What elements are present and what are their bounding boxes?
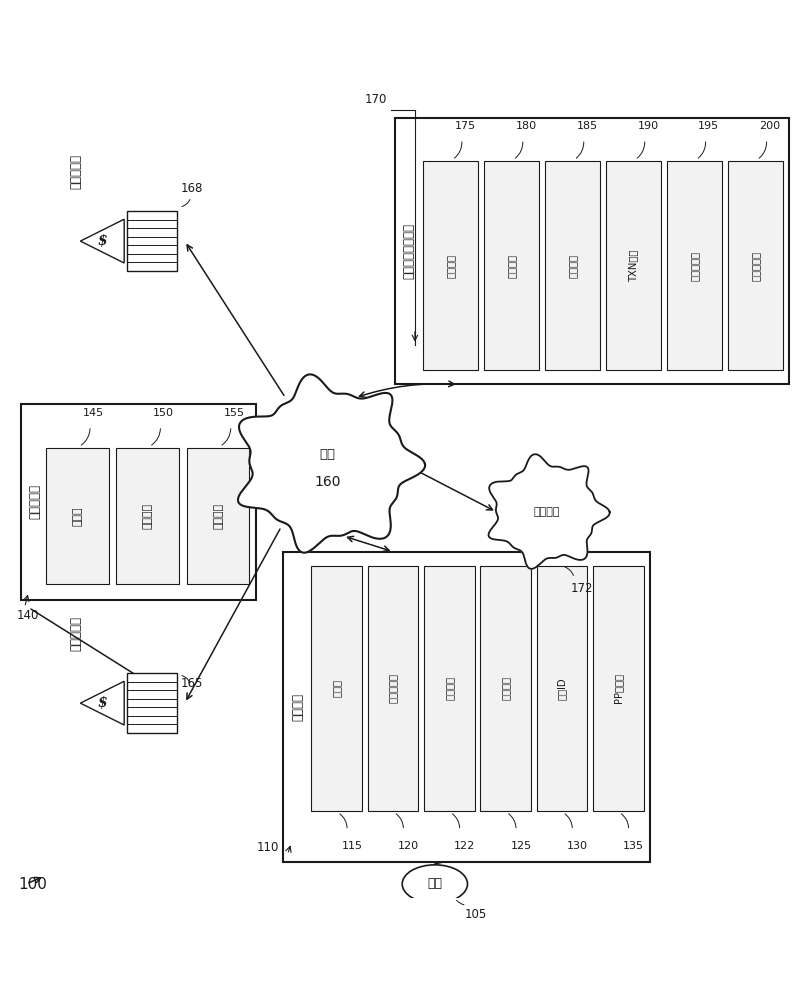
FancyBboxPatch shape xyxy=(283,552,650,862)
FancyBboxPatch shape xyxy=(545,161,600,370)
Text: 120: 120 xyxy=(398,841,419,851)
Text: 105: 105 xyxy=(465,908,488,921)
Polygon shape xyxy=(488,454,610,569)
FancyBboxPatch shape xyxy=(423,161,478,370)
Text: 收单方主机: 收单方主机 xyxy=(70,616,83,651)
FancyBboxPatch shape xyxy=(128,211,176,271)
FancyBboxPatch shape xyxy=(480,566,531,811)
Text: 135: 135 xyxy=(623,841,644,851)
FancyBboxPatch shape xyxy=(484,161,539,370)
Text: 发行方主机: 发行方主机 xyxy=(70,154,83,189)
FancyBboxPatch shape xyxy=(606,161,661,370)
Text: 浏览器: 浏览器 xyxy=(332,679,342,697)
Text: 100: 100 xyxy=(18,877,47,892)
Text: 122: 122 xyxy=(454,841,476,851)
Text: 170: 170 xyxy=(365,93,387,106)
Text: 150: 150 xyxy=(153,408,174,418)
Text: 155: 155 xyxy=(223,408,245,418)
FancyBboxPatch shape xyxy=(728,161,783,370)
Text: $: $ xyxy=(97,696,107,710)
Text: 数据库: 数据库 xyxy=(73,506,82,526)
Text: 支付网络: 支付网络 xyxy=(533,507,559,517)
Text: 115: 115 xyxy=(342,841,362,851)
Text: 195: 195 xyxy=(698,121,720,131)
Ellipse shape xyxy=(402,865,468,903)
Text: PP可信区: PP可信区 xyxy=(613,673,623,703)
FancyBboxPatch shape xyxy=(666,161,722,370)
Text: 其他应用: 其他应用 xyxy=(500,676,511,700)
Text: 通信应用: 通信应用 xyxy=(444,676,454,700)
Text: 110: 110 xyxy=(257,841,279,854)
Text: 200: 200 xyxy=(759,121,780,131)
Text: 用户设备: 用户设备 xyxy=(291,693,304,721)
Text: 区块链管理: 区块链管理 xyxy=(750,251,760,281)
Polygon shape xyxy=(238,374,425,553)
FancyBboxPatch shape xyxy=(117,448,179,584)
FancyBboxPatch shape xyxy=(21,404,255,600)
FancyBboxPatch shape xyxy=(536,566,587,811)
FancyBboxPatch shape xyxy=(311,566,362,811)
Text: 支付供应商服务器: 支付供应商服务器 xyxy=(403,223,416,279)
Text: 用户: 用户 xyxy=(428,877,442,890)
Text: $: $ xyxy=(97,234,107,248)
Text: 账户信息: 账户信息 xyxy=(567,254,578,278)
Text: 结账应用: 结账应用 xyxy=(213,503,223,529)
Text: 172: 172 xyxy=(571,582,593,595)
FancyBboxPatch shape xyxy=(593,566,643,811)
Text: 125: 125 xyxy=(511,841,531,851)
FancyBboxPatch shape xyxy=(368,566,418,811)
Text: 175: 175 xyxy=(455,121,476,131)
FancyBboxPatch shape xyxy=(395,118,789,384)
FancyBboxPatch shape xyxy=(424,566,475,811)
Text: 180: 180 xyxy=(516,121,536,131)
FancyBboxPatch shape xyxy=(46,448,109,584)
Text: 145: 145 xyxy=(83,408,104,418)
Text: 用户ID: 用户ID xyxy=(557,677,567,700)
FancyBboxPatch shape xyxy=(128,673,176,733)
Text: 130: 130 xyxy=(567,841,587,851)
Text: 168: 168 xyxy=(180,182,203,195)
Text: 支付应用: 支付应用 xyxy=(445,254,456,278)
Text: TXN处理: TXN处理 xyxy=(628,250,638,282)
Text: 160: 160 xyxy=(314,475,341,489)
Text: 市场应用: 市场应用 xyxy=(143,503,152,529)
Text: 用户账户: 用户账户 xyxy=(507,254,516,278)
Text: 网络: 网络 xyxy=(319,448,335,461)
Text: 140: 140 xyxy=(17,609,39,622)
Text: 185: 185 xyxy=(576,121,598,131)
FancyBboxPatch shape xyxy=(187,448,249,584)
Text: 165: 165 xyxy=(180,677,203,690)
Text: 支付数据库: 支付数据库 xyxy=(689,251,699,281)
Text: 商户服务器: 商户服务器 xyxy=(29,484,41,519)
Text: 190: 190 xyxy=(638,121,658,131)
Text: 工具栏应用: 工具栏应用 xyxy=(388,673,398,703)
